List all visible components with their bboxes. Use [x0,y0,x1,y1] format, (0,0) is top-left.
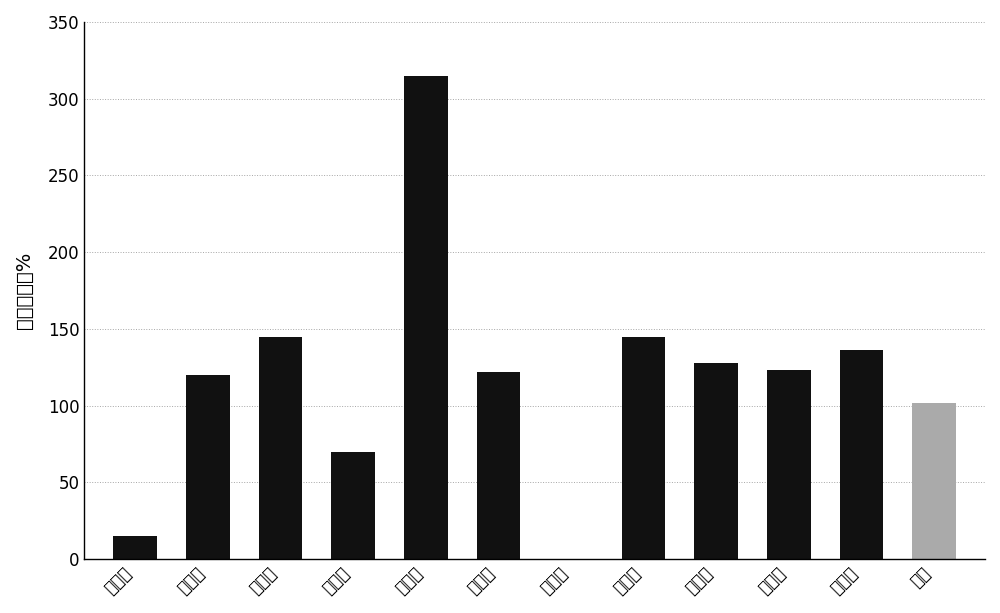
Bar [477,372,520,559]
Bar [840,351,883,559]
Bar [113,536,157,559]
Bar [912,403,956,559]
Y-axis label: 相对酶活，%: 相对酶活，% [15,252,34,329]
Bar [767,370,811,559]
Bar [404,76,448,559]
Bar [694,363,738,559]
Bar [259,337,302,559]
Bar [622,337,665,559]
Bar [186,375,230,559]
Bar [331,452,375,559]
